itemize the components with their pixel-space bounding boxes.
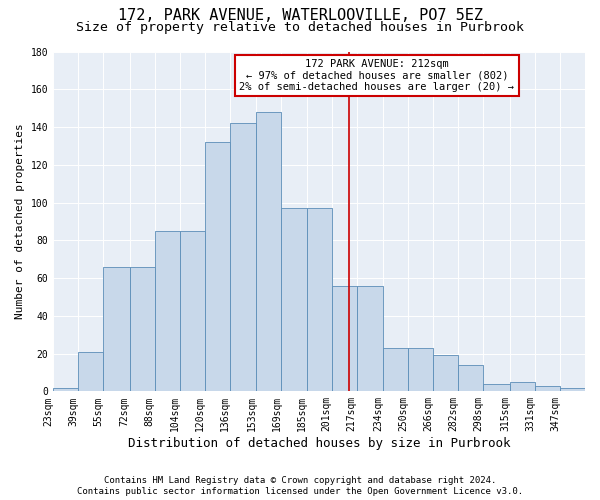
- Bar: [230, 123, 256, 392]
- X-axis label: Distribution of detached houses by size in Purbrook: Distribution of detached houses by size …: [128, 437, 510, 450]
- Bar: [281, 208, 307, 392]
- Bar: [103, 266, 130, 392]
- Text: 172 PARK AVENUE: 212sqm
← 97% of detached houses are smaller (802)
2% of semi-de: 172 PARK AVENUE: 212sqm ← 97% of detache…: [239, 59, 514, 92]
- Bar: [332, 286, 356, 392]
- Bar: [205, 142, 230, 392]
- Bar: [307, 208, 332, 392]
- Bar: [130, 266, 155, 392]
- Bar: [155, 231, 180, 392]
- Bar: [256, 112, 281, 392]
- Bar: [356, 286, 383, 392]
- Bar: [484, 384, 510, 392]
- Text: Contains HM Land Registry data © Crown copyright and database right 2024.: Contains HM Land Registry data © Crown c…: [104, 476, 496, 485]
- Y-axis label: Number of detached properties: Number of detached properties: [15, 124, 25, 320]
- Bar: [53, 388, 78, 392]
- Bar: [433, 356, 458, 392]
- Text: Size of property relative to detached houses in Purbrook: Size of property relative to detached ho…: [76, 21, 524, 34]
- Text: Contains public sector information licensed under the Open Government Licence v3: Contains public sector information licen…: [77, 487, 523, 496]
- Bar: [560, 388, 585, 392]
- Text: 172, PARK AVENUE, WATERLOOVILLE, PO7 5EZ: 172, PARK AVENUE, WATERLOOVILLE, PO7 5EZ: [118, 8, 482, 23]
- Bar: [383, 348, 408, 392]
- Bar: [458, 365, 484, 392]
- Bar: [180, 231, 205, 392]
- Bar: [78, 352, 103, 392]
- Bar: [535, 386, 560, 392]
- Bar: [510, 382, 535, 392]
- Bar: [408, 348, 433, 392]
